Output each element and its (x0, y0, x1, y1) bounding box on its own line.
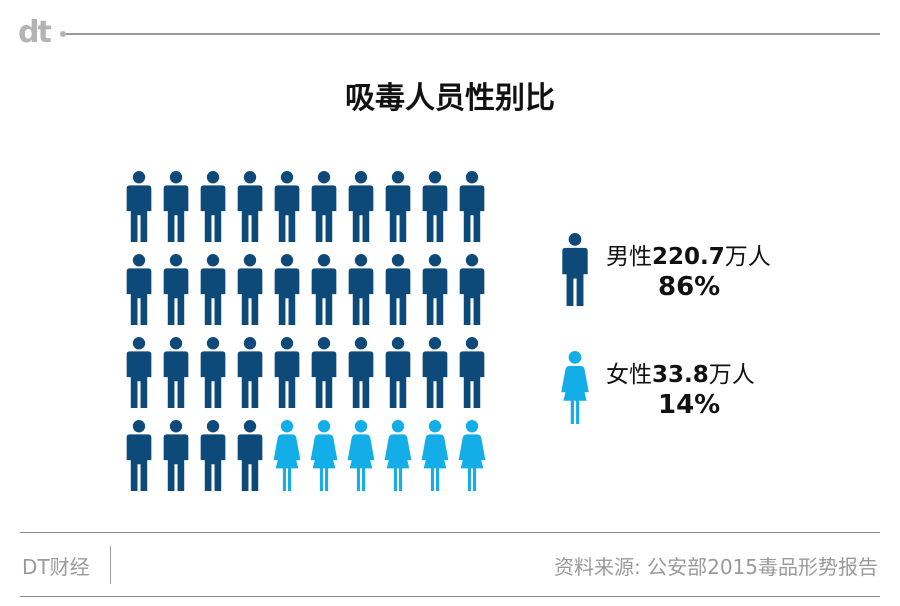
legend-male-percent: 86% (658, 272, 721, 302)
male-person-icon (126, 337, 152, 408)
footer-rule-top (20, 532, 880, 533)
male-person-icon (163, 171, 189, 242)
female-person-icon (273, 420, 301, 491)
male-person-icon (459, 171, 485, 242)
male-person-icon (274, 254, 300, 325)
male-person-icon (348, 337, 374, 408)
footer-brand: DT财经 (22, 555, 90, 579)
male-person-icon (459, 337, 485, 408)
male-person-icon (311, 337, 337, 408)
footer-rule-bottom (20, 596, 880, 597)
male-person-icon (422, 337, 448, 408)
female-person-icon (347, 420, 375, 491)
male-person-icon (200, 254, 226, 325)
male-person-icon (237, 171, 263, 242)
dt-logo: dt (18, 15, 52, 50)
male-person-icon (422, 171, 448, 242)
male-person-icon (274, 337, 300, 408)
male-person-icon (311, 254, 337, 325)
male-person-icon (422, 254, 448, 325)
male-person-icon (385, 254, 411, 325)
female-person-icon (421, 420, 449, 491)
male-person-icon (126, 171, 152, 242)
male-person-icon (348, 254, 374, 325)
male-person-icon (385, 337, 411, 408)
male-person-icon (200, 171, 226, 242)
male-person-icon (348, 171, 374, 242)
legend-female: 女性33.8万人 14% (560, 350, 820, 430)
male-person-icon (163, 254, 189, 325)
male-person-icon (163, 337, 189, 408)
female-person-icon (310, 420, 338, 491)
legend-male: 男性220.7万人 86% (560, 232, 820, 312)
chart-title: 吸毒人员性别比 (345, 81, 555, 116)
female-person-icon (561, 351, 589, 424)
male-person-icon (274, 171, 300, 242)
male-person-icon (126, 420, 152, 491)
header-rule-dot (60, 31, 66, 37)
male-person-icon (311, 171, 337, 242)
female-person-icon (458, 420, 486, 491)
male-person-icon (385, 171, 411, 242)
male-person-icon (237, 337, 263, 408)
footer-separator (110, 546, 111, 584)
male-person-icon (126, 254, 152, 325)
header-rule (66, 33, 880, 35)
male-person-icon (237, 420, 263, 491)
legend-male-label: 男性220.7万人 (606, 244, 771, 270)
male-person-icon (459, 254, 485, 325)
male-person-icon (200, 420, 226, 491)
male-person-icon (200, 337, 226, 408)
male-person-icon (163, 420, 189, 491)
legend-female-percent: 14% (658, 390, 721, 420)
footer-source: 资料来源: 公安部2015毒品形势报告 (554, 555, 878, 579)
female-person-icon (384, 420, 412, 491)
male-person-icon (562, 233, 588, 306)
legend-female-label: 女性33.8万人 (606, 362, 755, 388)
male-person-icon (237, 254, 263, 325)
